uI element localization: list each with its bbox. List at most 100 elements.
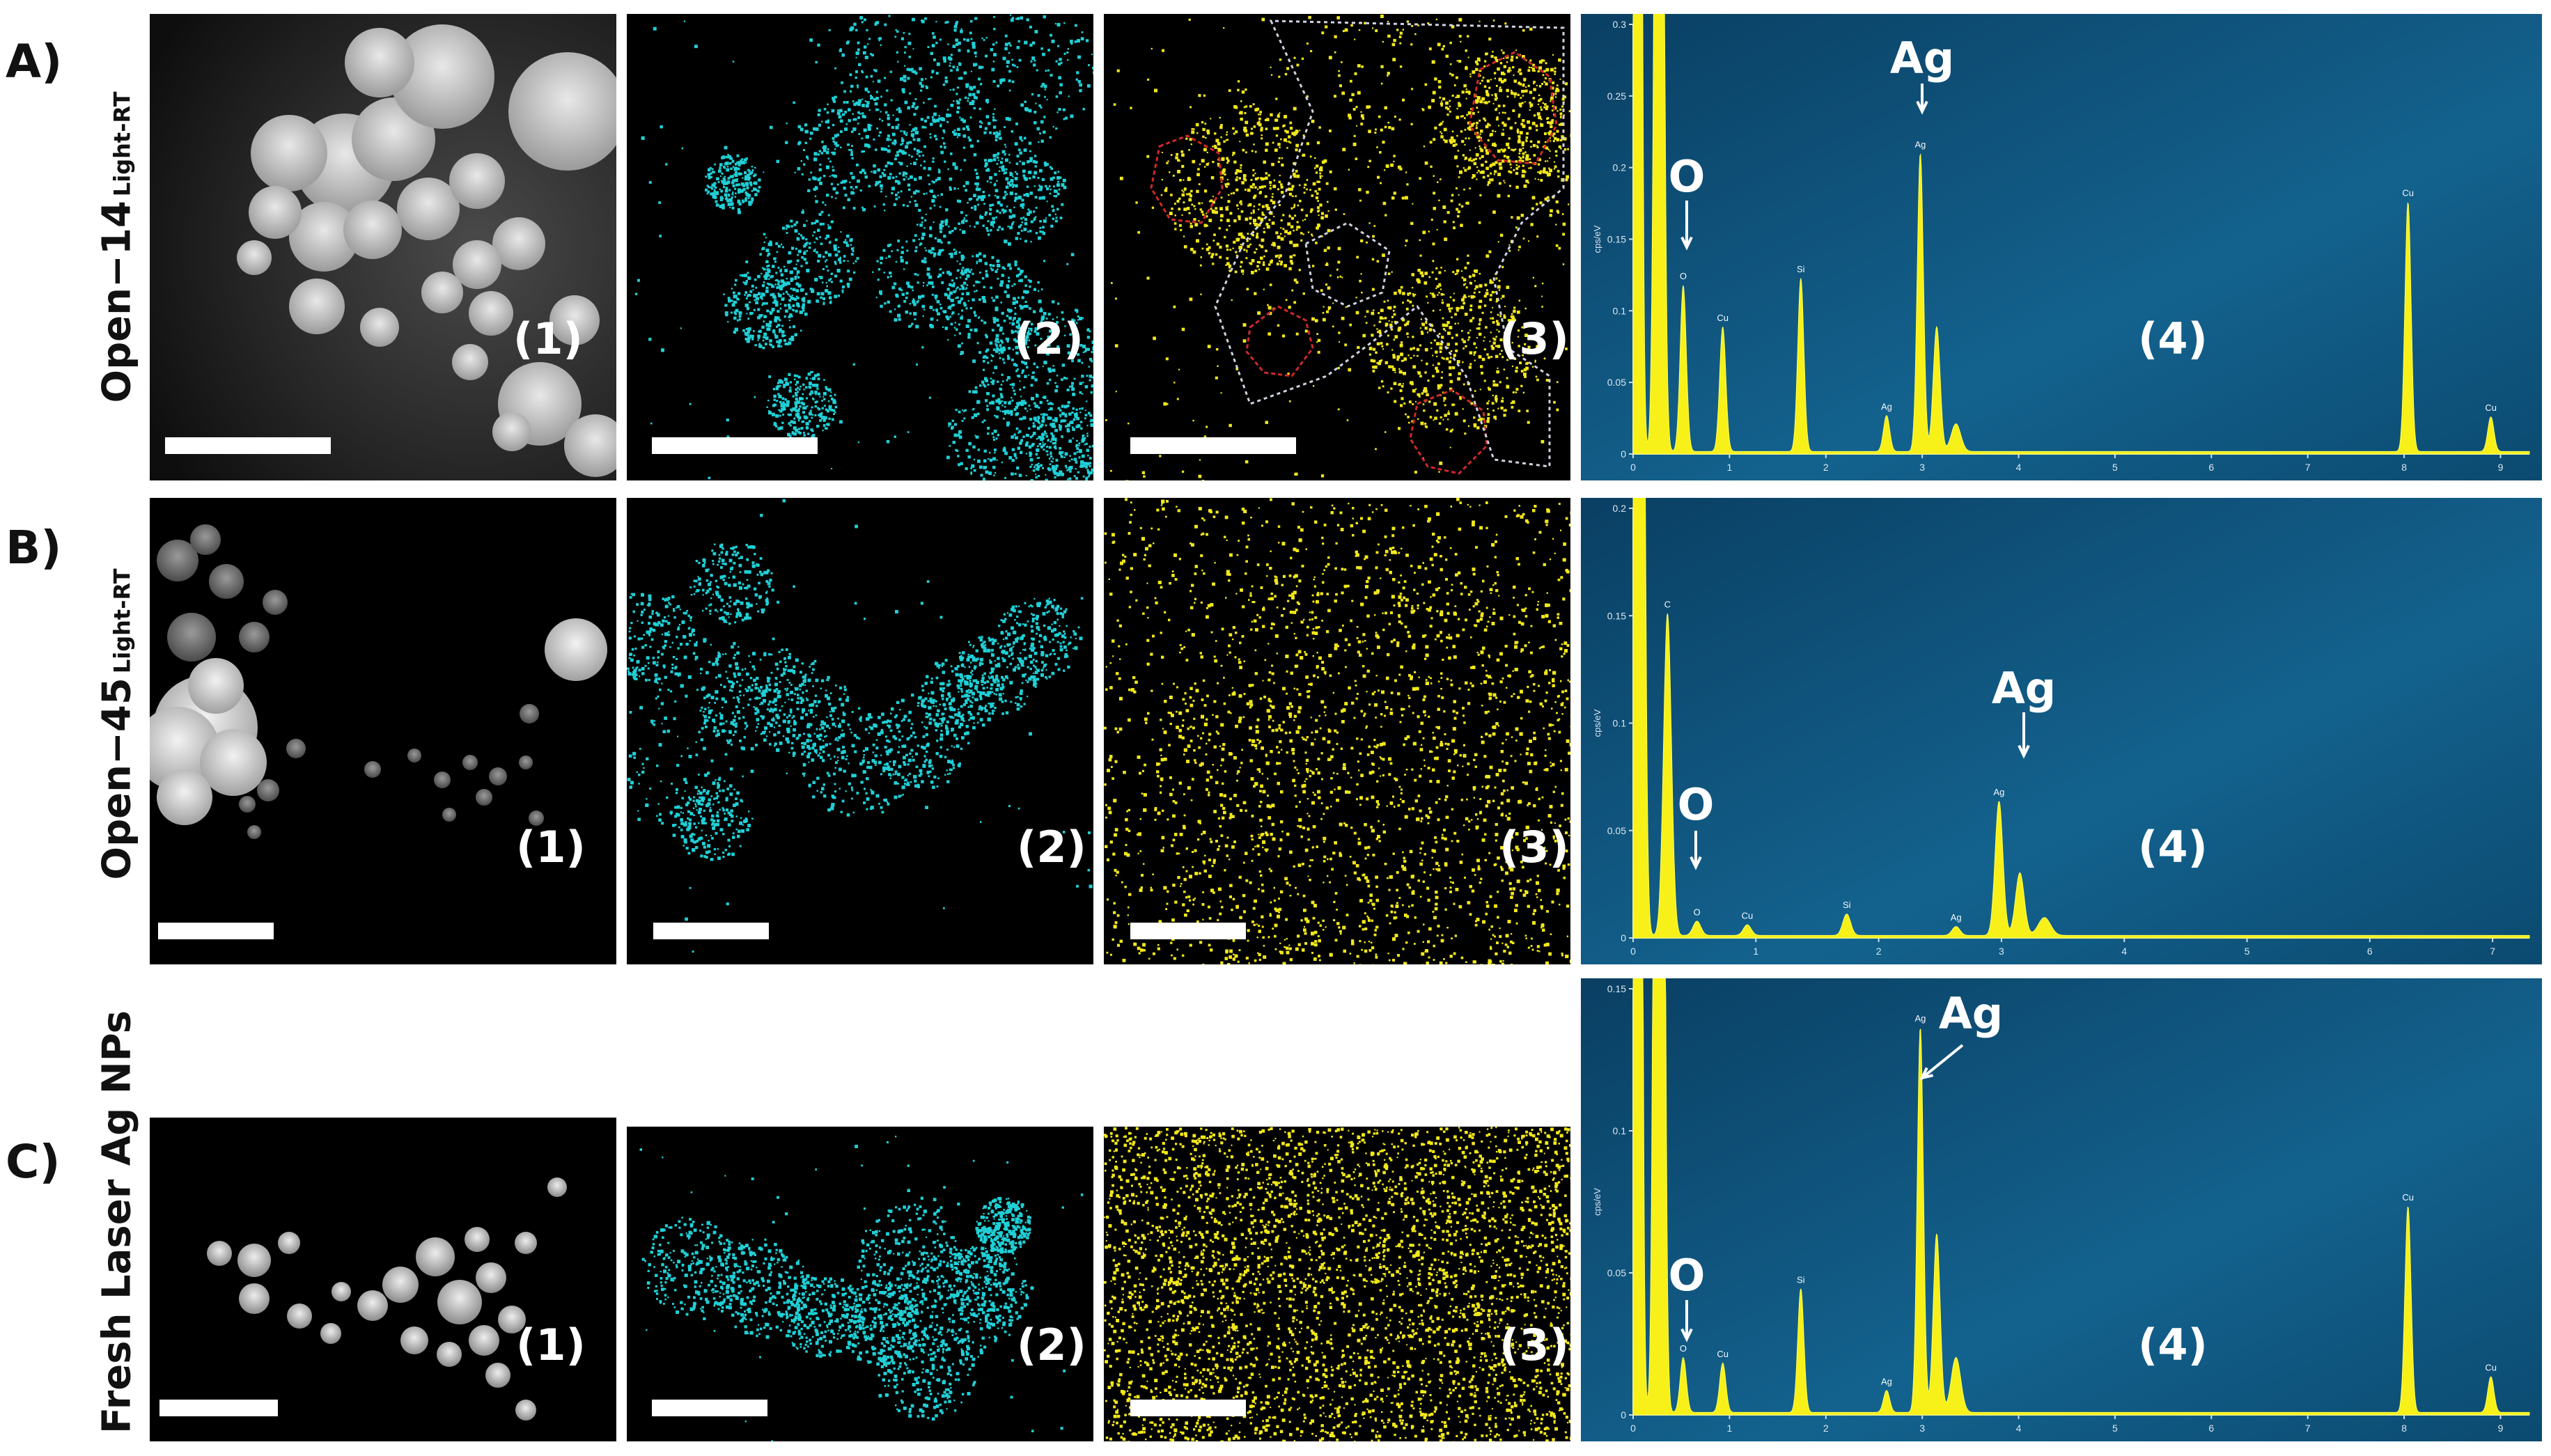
spectrum-area xyxy=(1632,978,2530,1416)
o-arrow xyxy=(1680,1300,1693,1343)
x-tick-label: 9 xyxy=(2498,462,2504,473)
peak-label: Cu xyxy=(2485,1363,2497,1373)
x-tick-label: 2 xyxy=(1823,462,1829,473)
panel-label: (4) xyxy=(2138,1320,2208,1370)
panel-label: (1) xyxy=(516,1320,586,1370)
x-tick-label: 8 xyxy=(2401,462,2407,473)
y-tick-label: 0.3 xyxy=(1613,19,1627,30)
x-tick-label: 6 xyxy=(2367,946,2373,957)
y-tick-label: 0.05 xyxy=(1607,825,1626,836)
peak-label: O xyxy=(1694,907,1701,917)
peak-label: Ag xyxy=(1914,1013,1926,1024)
peak-label: Cu xyxy=(1717,1349,1729,1359)
ag-annotation: Ag xyxy=(1992,663,2056,714)
y-tick-label: 0.1 xyxy=(1613,305,1627,316)
peak-label: Cu xyxy=(2485,402,2497,413)
peak-label: Ag xyxy=(1914,139,1926,150)
x-tick-label: 6 xyxy=(2208,1423,2214,1434)
y-tick-label: 0.1 xyxy=(1613,718,1627,729)
x-tick-label: 0 xyxy=(1630,1423,1636,1434)
scale-bar xyxy=(159,1400,278,1416)
peak-label: Si xyxy=(1797,264,1805,274)
y-axis-label: cps/eV xyxy=(1592,225,1602,253)
panel-label: (3) xyxy=(1499,1320,1569,1370)
y-tick-label: 0.1 xyxy=(1613,1125,1627,1136)
y-tick-label: 0.15 xyxy=(1607,610,1626,621)
row-b-yellow-map: (3) xyxy=(1104,498,1570,964)
row-c-eds-spectrum: 0.15 0.1 0.05 0 cps/eV 0 1 2 3 4 5 6 7 8 9 O Cu Si Ag Ag Cu C… xyxy=(1581,978,2542,1441)
y-tick-label: 0.25 xyxy=(1607,91,1626,102)
y-tick-label: 0.2 xyxy=(1613,162,1627,173)
scale-bar xyxy=(158,923,274,939)
x-tick-label: 4 xyxy=(2016,1423,2022,1434)
x-tick-label: 3 xyxy=(1999,946,2004,957)
row-a-yellow-map: (3) xyxy=(1104,14,1570,480)
row-c-sample: Fresh Laser Ag NPs xyxy=(95,1010,140,1434)
peak-label: Ag xyxy=(1881,401,1892,412)
peak-label: C xyxy=(1664,599,1671,609)
panel-label: (3) xyxy=(1499,822,1569,872)
y-tick-label: 0 xyxy=(1621,932,1626,944)
panel-label: (2) xyxy=(1017,1320,1086,1370)
scale-bar xyxy=(1130,1400,1246,1416)
x-tick-label: 8 xyxy=(2401,1423,2407,1434)
row-b-haadf-image: (1) xyxy=(150,498,616,964)
element-map-dots xyxy=(1105,15,1570,480)
panel-label: (1) xyxy=(513,313,583,364)
x-tick-label: 5 xyxy=(2112,1423,2118,1434)
scale-bar xyxy=(653,923,769,939)
scale-bar xyxy=(652,1400,767,1416)
scale-bar xyxy=(1130,437,1296,454)
row-b-sample-label: Open−45 Light-RT xyxy=(95,568,140,879)
spectrum-area xyxy=(1632,14,2530,455)
y-axis-label: cps/eV xyxy=(1592,1188,1602,1216)
row-b-eds-spectrum: 0.2 0.15 0.1 0.05 0 cps/eV 0 1 2 3 4 5 6 7 C O Cu Si Ag Ag A… xyxy=(1581,498,2542,964)
panel-label: (2) xyxy=(1014,313,1084,364)
x-tick-label: 3 xyxy=(1919,1423,1925,1434)
row-a-condition: Light-RT xyxy=(109,91,136,196)
ag-annotation: Ag xyxy=(1939,988,2003,1039)
x-tick-label: 2 xyxy=(1823,1423,1829,1434)
peak-label: O xyxy=(1680,1343,1687,1354)
row-c-haadf-image: (1) xyxy=(150,1118,616,1441)
x-tick-label: 1 xyxy=(1726,1423,1732,1434)
row-c-letter: C) xyxy=(6,1135,61,1189)
x-tick-label: 0 xyxy=(1630,946,1636,957)
o-annotation: O xyxy=(1678,779,1715,830)
x-tick-label: 0 xyxy=(1630,462,1636,473)
y-tick-label: 0.15 xyxy=(1607,234,1626,245)
x-tick-label: 2 xyxy=(1876,946,1882,957)
y-tick-label: 0 xyxy=(1621,448,1626,460)
o-arrow xyxy=(1690,831,1702,870)
x-tick-label: 5 xyxy=(2112,462,2118,473)
x-tick-label: 7 xyxy=(2490,946,2495,957)
panel-label: (4) xyxy=(2138,822,2208,872)
element-map-dots xyxy=(639,1136,1084,1441)
row-c-cyan-map: (2) xyxy=(627,1127,1093,1441)
ag-annotation: Ag xyxy=(1890,33,1954,84)
x-tick-label: 1 xyxy=(1753,946,1758,957)
element-map-dots xyxy=(1104,1127,1570,1441)
row-a-cyan-map: (2) xyxy=(627,14,1093,480)
element-map-dots xyxy=(627,499,1093,953)
row-b-letter: B) xyxy=(6,521,61,574)
panel-label: (4) xyxy=(2138,313,2208,364)
x-tick-label: 5 xyxy=(2245,946,2250,957)
x-tick-label: 9 xyxy=(2498,1423,2504,1434)
row-b-condition: Light-RT xyxy=(109,568,136,673)
x-tick-label: 6 xyxy=(2208,462,2214,473)
peak-label: Ag xyxy=(1993,787,2004,797)
row-c-yellow-map: (3) xyxy=(1104,1127,1570,1441)
row-a-letter: A) xyxy=(6,35,62,88)
ag-arrow xyxy=(2018,712,2030,759)
peak-label: Ag xyxy=(1881,1376,1892,1386)
peak-label: Cu xyxy=(1742,911,1754,921)
x-tick-label: 3 xyxy=(1919,462,1925,473)
row-a-sample: Open−14 xyxy=(95,201,140,402)
peak-label: Si xyxy=(1843,900,1851,910)
scale-bar xyxy=(165,437,331,454)
o-arrow xyxy=(1680,201,1693,251)
row-a-eds-spectrum: 0.3 0.25 0.2 0.15 0.1 0.05 0 cps/eV 0 1 2 3 4 5 6 7 8 9 O C… xyxy=(1581,14,2542,480)
element-map-dots xyxy=(634,14,1093,480)
panel-label: (3) xyxy=(1499,313,1569,364)
